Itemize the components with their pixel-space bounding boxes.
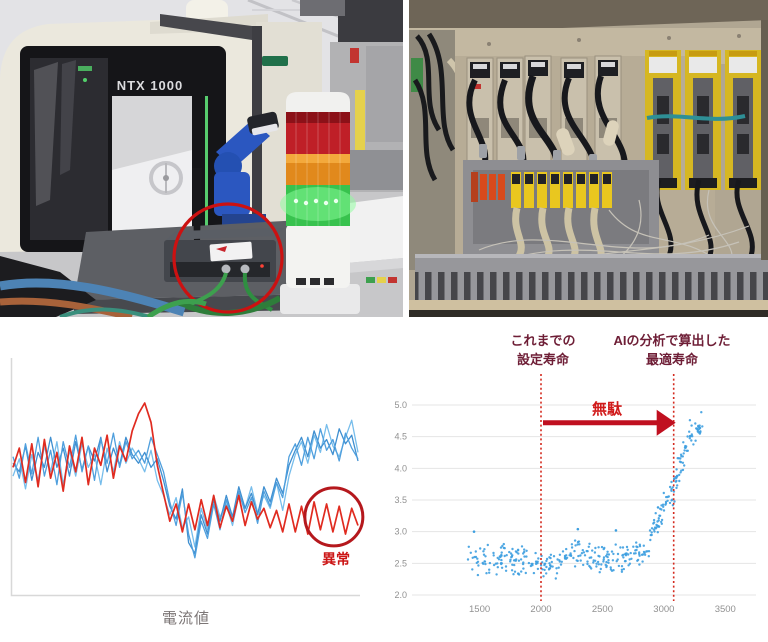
y-tick-label: 4.0 xyxy=(394,463,407,473)
connector xyxy=(240,264,250,274)
scatter-chart-canvas: 2.0 2.5 3.0 3.5 4.0 4.5 5.0 1500 2000 2500 3000 350… xyxy=(394,374,756,615)
anomaly-circle xyxy=(303,486,365,548)
waste-label: 無駄 xyxy=(591,401,623,418)
foreground-cables xyxy=(0,256,207,317)
connector xyxy=(221,264,231,274)
brand-badge xyxy=(262,56,288,66)
device-label xyxy=(209,241,253,262)
y-tick-label: 4.5 xyxy=(394,432,407,442)
machine-photo-illustration: NTX 1000 xyxy=(0,0,403,317)
red-sign xyxy=(350,48,359,63)
annotation-line: AIの分析で算出した xyxy=(613,333,731,348)
annotation-line: 設定寿命 xyxy=(516,352,570,367)
fanuc-drives xyxy=(645,50,761,259)
yellow-module-row xyxy=(511,172,612,208)
fanuc-drive xyxy=(725,50,761,190)
antenna xyxy=(192,168,202,242)
x-tick-label: 1500 xyxy=(469,604,490,615)
y-tick-label: 5.0 xyxy=(394,400,407,410)
x-tick-label: 3500 xyxy=(715,604,736,615)
photo-cabinet xyxy=(409,0,768,317)
annotation-line: 最適寿命 xyxy=(645,352,699,367)
signal-tower xyxy=(280,92,360,314)
y-tick-label: 2.5 xyxy=(394,558,407,568)
y-tick-label: 2.0 xyxy=(394,590,407,600)
photo-machine-floor: NTX 1000 xyxy=(0,0,403,317)
x-tick-label: 2000 xyxy=(530,604,551,615)
led xyxy=(260,264,264,268)
y-tick-label: 3.5 xyxy=(394,495,407,505)
series-anomalous-red xyxy=(12,402,359,535)
x-axis-title: 電流値 xyxy=(161,610,211,627)
edge-device xyxy=(164,168,284,316)
cabinet-photo-illustration xyxy=(409,0,768,317)
cabinet-shelf xyxy=(409,300,768,310)
lifetime-scatter-chart: 2.0 2.5 3.0 3.5 4.0 4.5 5.0 1500 2000 2500 3000 350… xyxy=(384,320,768,642)
cabinet-top xyxy=(409,0,768,34)
x-tick-label: 2500 xyxy=(592,604,613,615)
line-chart-canvas xyxy=(10,358,365,597)
scatter-points xyxy=(466,411,704,580)
waste-arrow-head xyxy=(656,409,676,436)
green-light-strip xyxy=(205,96,208,234)
y-tick-label: 3.0 xyxy=(394,527,407,537)
annotation-line: これまでの xyxy=(510,333,576,348)
current-line-chart: 異常 電流値 xyxy=(0,320,384,642)
teal-cable xyxy=(646,114,746,121)
axes xyxy=(10,358,360,597)
highlight-circle-edge-device xyxy=(172,202,284,314)
anomaly-label: 異常 xyxy=(322,551,350,567)
series-normal-blue-1 xyxy=(12,428,359,559)
wiring-duct xyxy=(415,254,768,302)
series-normal-blue-2 xyxy=(12,419,359,548)
x-tick-label: 3000 xyxy=(653,604,674,615)
optimal-lifetime-annotation: AIの分析で算出した 最適寿命 xyxy=(613,331,730,369)
machine-model-label: NTX 1000 xyxy=(117,78,184,93)
yellow-post xyxy=(355,90,365,152)
previous-lifetime-annotation: これまでの 設定寿命 xyxy=(510,331,575,369)
